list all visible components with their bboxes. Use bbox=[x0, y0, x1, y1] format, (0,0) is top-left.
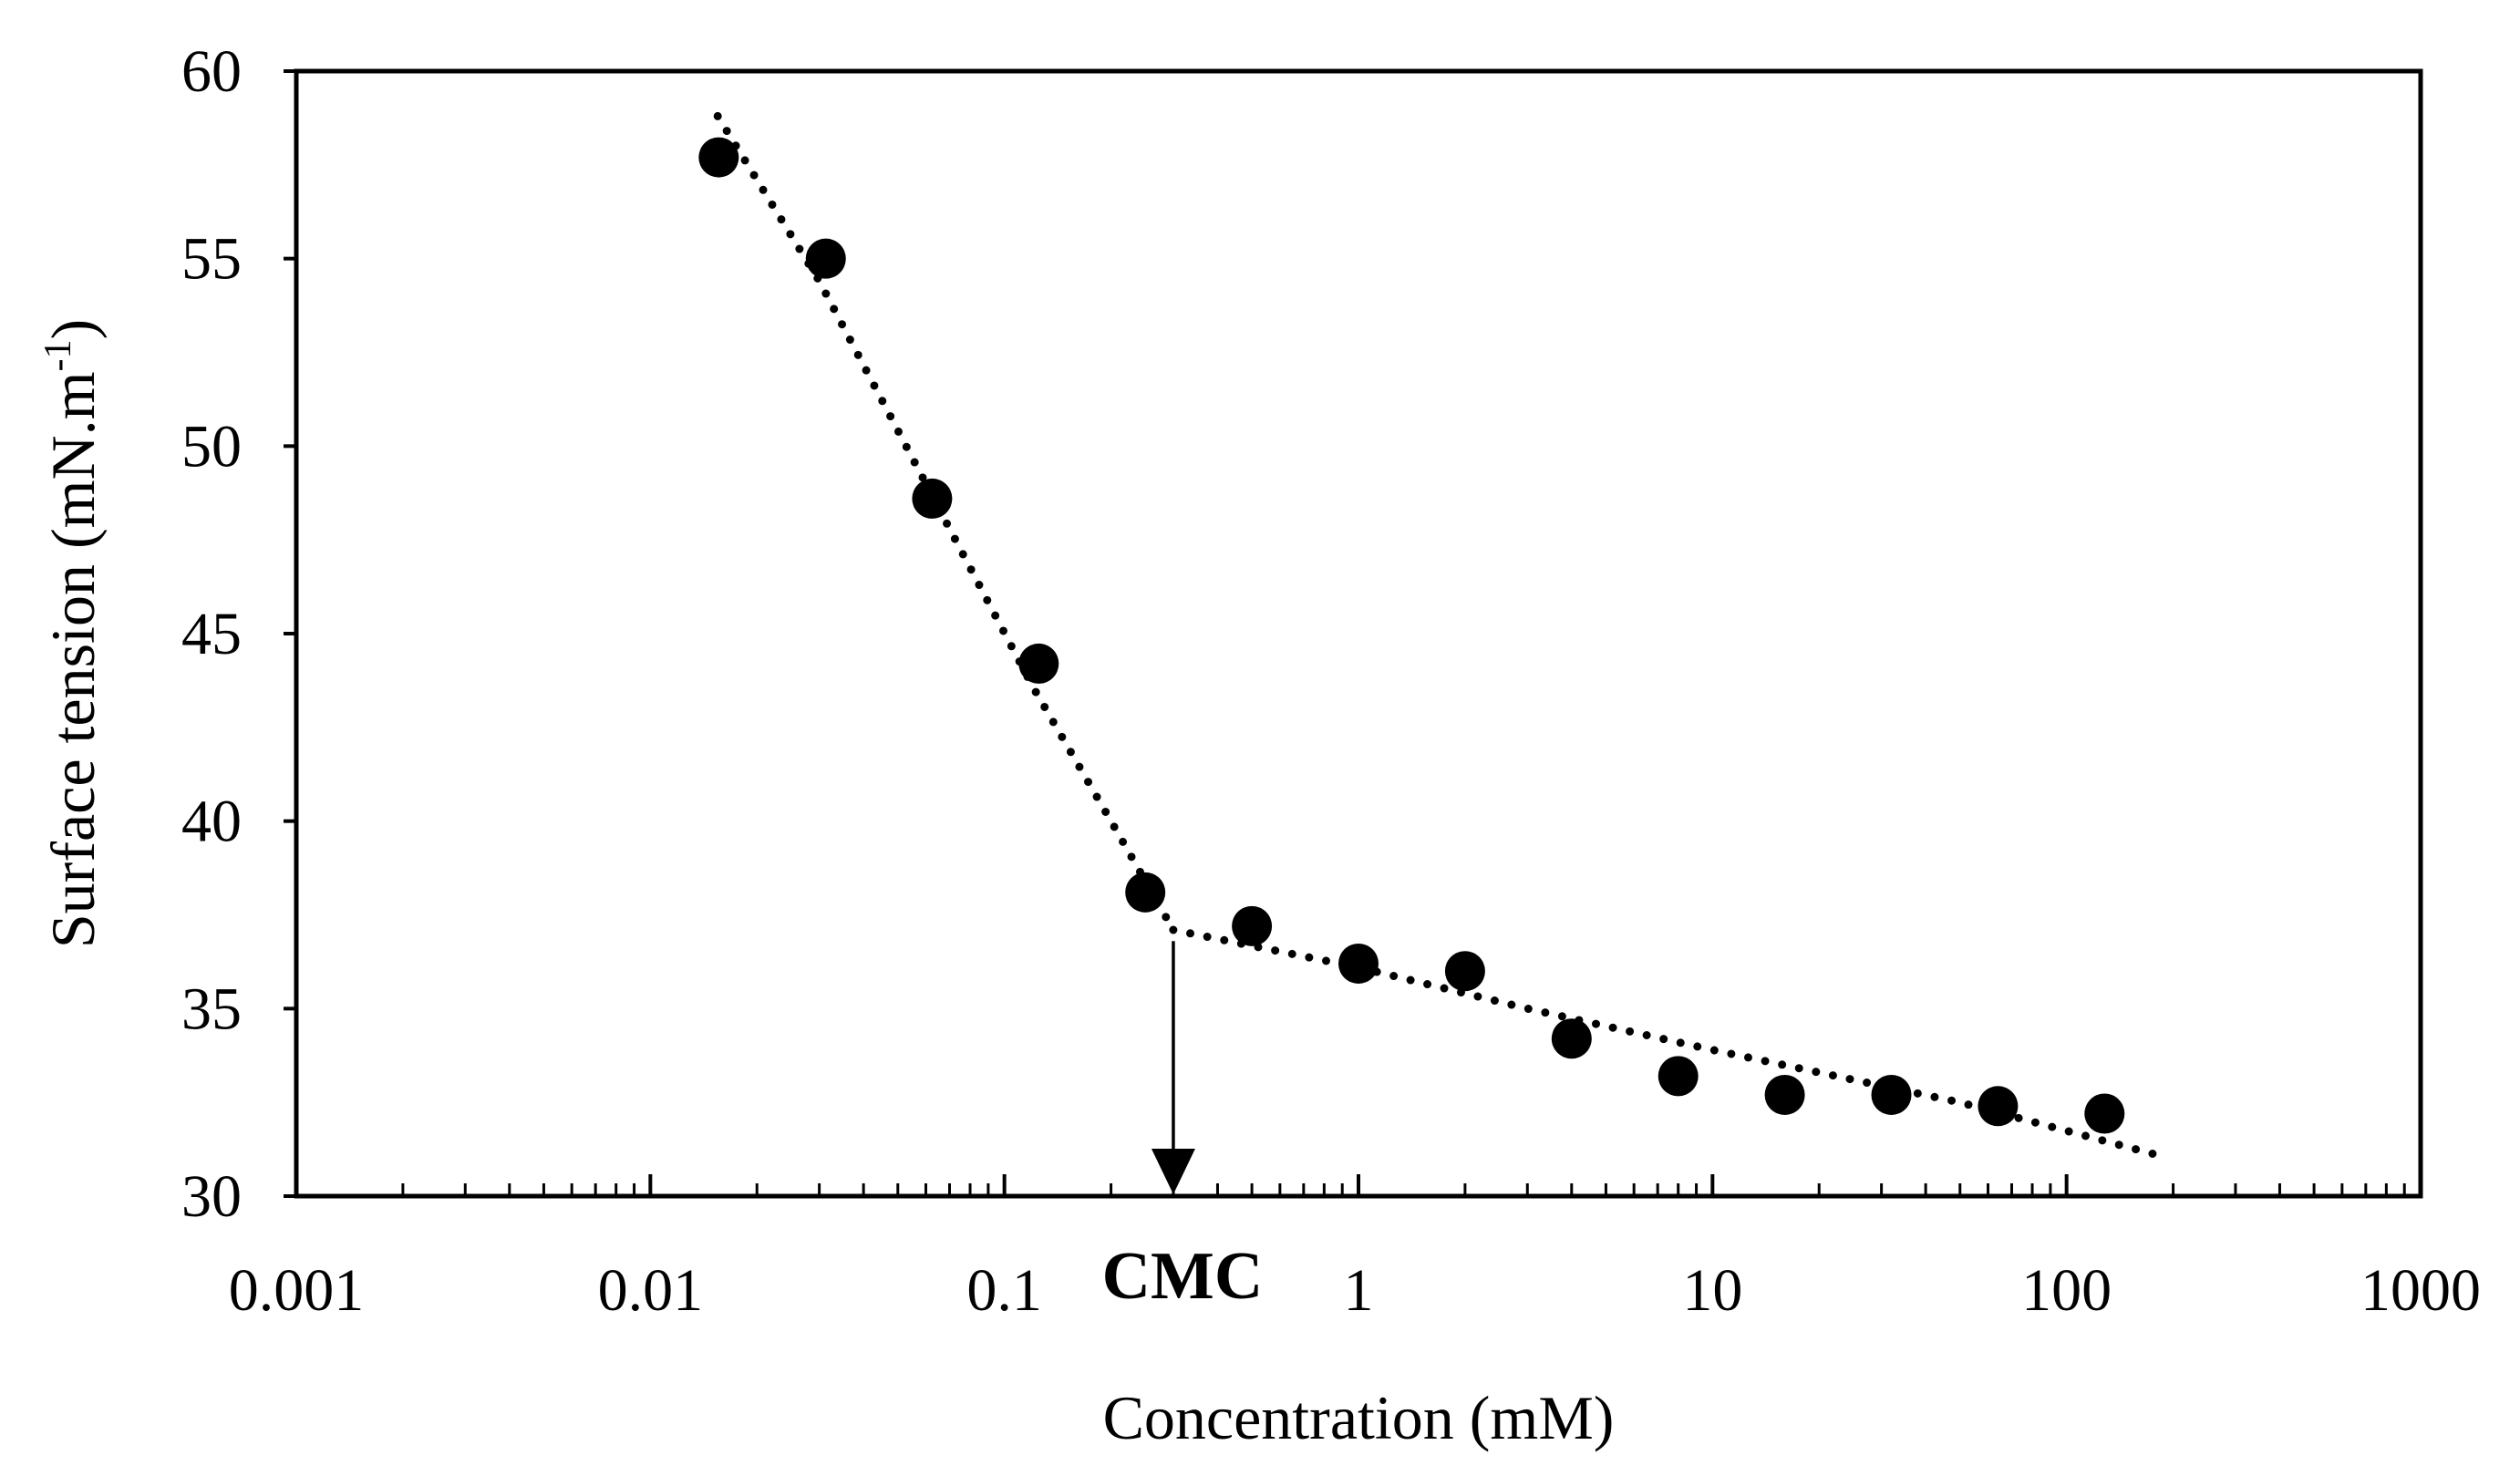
data-point bbox=[1125, 872, 1166, 913]
x-axis-title: Concentration (mM) bbox=[1103, 1383, 1615, 1452]
tick-labels: 0.001 0.01 0.1 1 10 100 1000 30 35 40 45 50 55 60 bbox=[181, 38, 2481, 1324]
y-tick-label: 40 bbox=[181, 789, 242, 855]
data-point bbox=[1018, 643, 1059, 684]
y-axis-title-main: Surface tension (mN.m bbox=[38, 372, 108, 949]
trend-line bbox=[713, 111, 1178, 934]
y-tick-label: 50 bbox=[181, 413, 242, 480]
y-tick-label: 45 bbox=[181, 601, 242, 667]
cmc-label: CMC bbox=[1102, 1239, 1264, 1314]
x-tick-label: 10 bbox=[1682, 1257, 1742, 1324]
y-tick-label: 35 bbox=[181, 975, 242, 1042]
data-point bbox=[698, 137, 739, 178]
data-point bbox=[1338, 943, 1379, 984]
cmc-arrow-head bbox=[1151, 1149, 1195, 1194]
x-tick-label: 0.001 bbox=[229, 1257, 365, 1324]
y-axis-title-close: ) bbox=[38, 319, 108, 340]
data-point bbox=[1551, 1018, 1592, 1059]
trend-lines bbox=[713, 111, 2162, 1160]
y-tick-label: 55 bbox=[181, 226, 242, 293]
data-point bbox=[1871, 1074, 1912, 1115]
x-tick-label: 0.1 bbox=[966, 1257, 1042, 1324]
data-point bbox=[805, 238, 846, 279]
cmc-annotation bbox=[1151, 941, 1195, 1194]
y-tick-label: 60 bbox=[181, 38, 242, 105]
data-point bbox=[912, 478, 953, 519]
data-point bbox=[1658, 1056, 1699, 1097]
x-tick-label: 0.01 bbox=[598, 1257, 704, 1324]
x-tick-label: 1000 bbox=[2360, 1257, 2481, 1324]
trend-line bbox=[1169, 925, 2162, 1160]
data-points bbox=[698, 137, 2125, 1134]
y-axis-title: Surface tension (mN.m-1) bbox=[37, 319, 108, 948]
x-tick-label: 1 bbox=[1344, 1257, 1374, 1324]
y-tick-label: 30 bbox=[181, 1163, 242, 1230]
plot-frame bbox=[294, 68, 2423, 1199]
data-point bbox=[1764, 1074, 1805, 1115]
data-point bbox=[1232, 905, 1273, 946]
y-axis-title-superscript: -1 bbox=[37, 340, 79, 372]
data-point bbox=[1978, 1086, 2019, 1127]
data-point bbox=[2084, 1093, 2125, 1134]
x-tick-label: 100 bbox=[2021, 1257, 2112, 1324]
axis-ticks bbox=[284, 69, 2422, 1198]
data-point bbox=[1444, 951, 1485, 992]
